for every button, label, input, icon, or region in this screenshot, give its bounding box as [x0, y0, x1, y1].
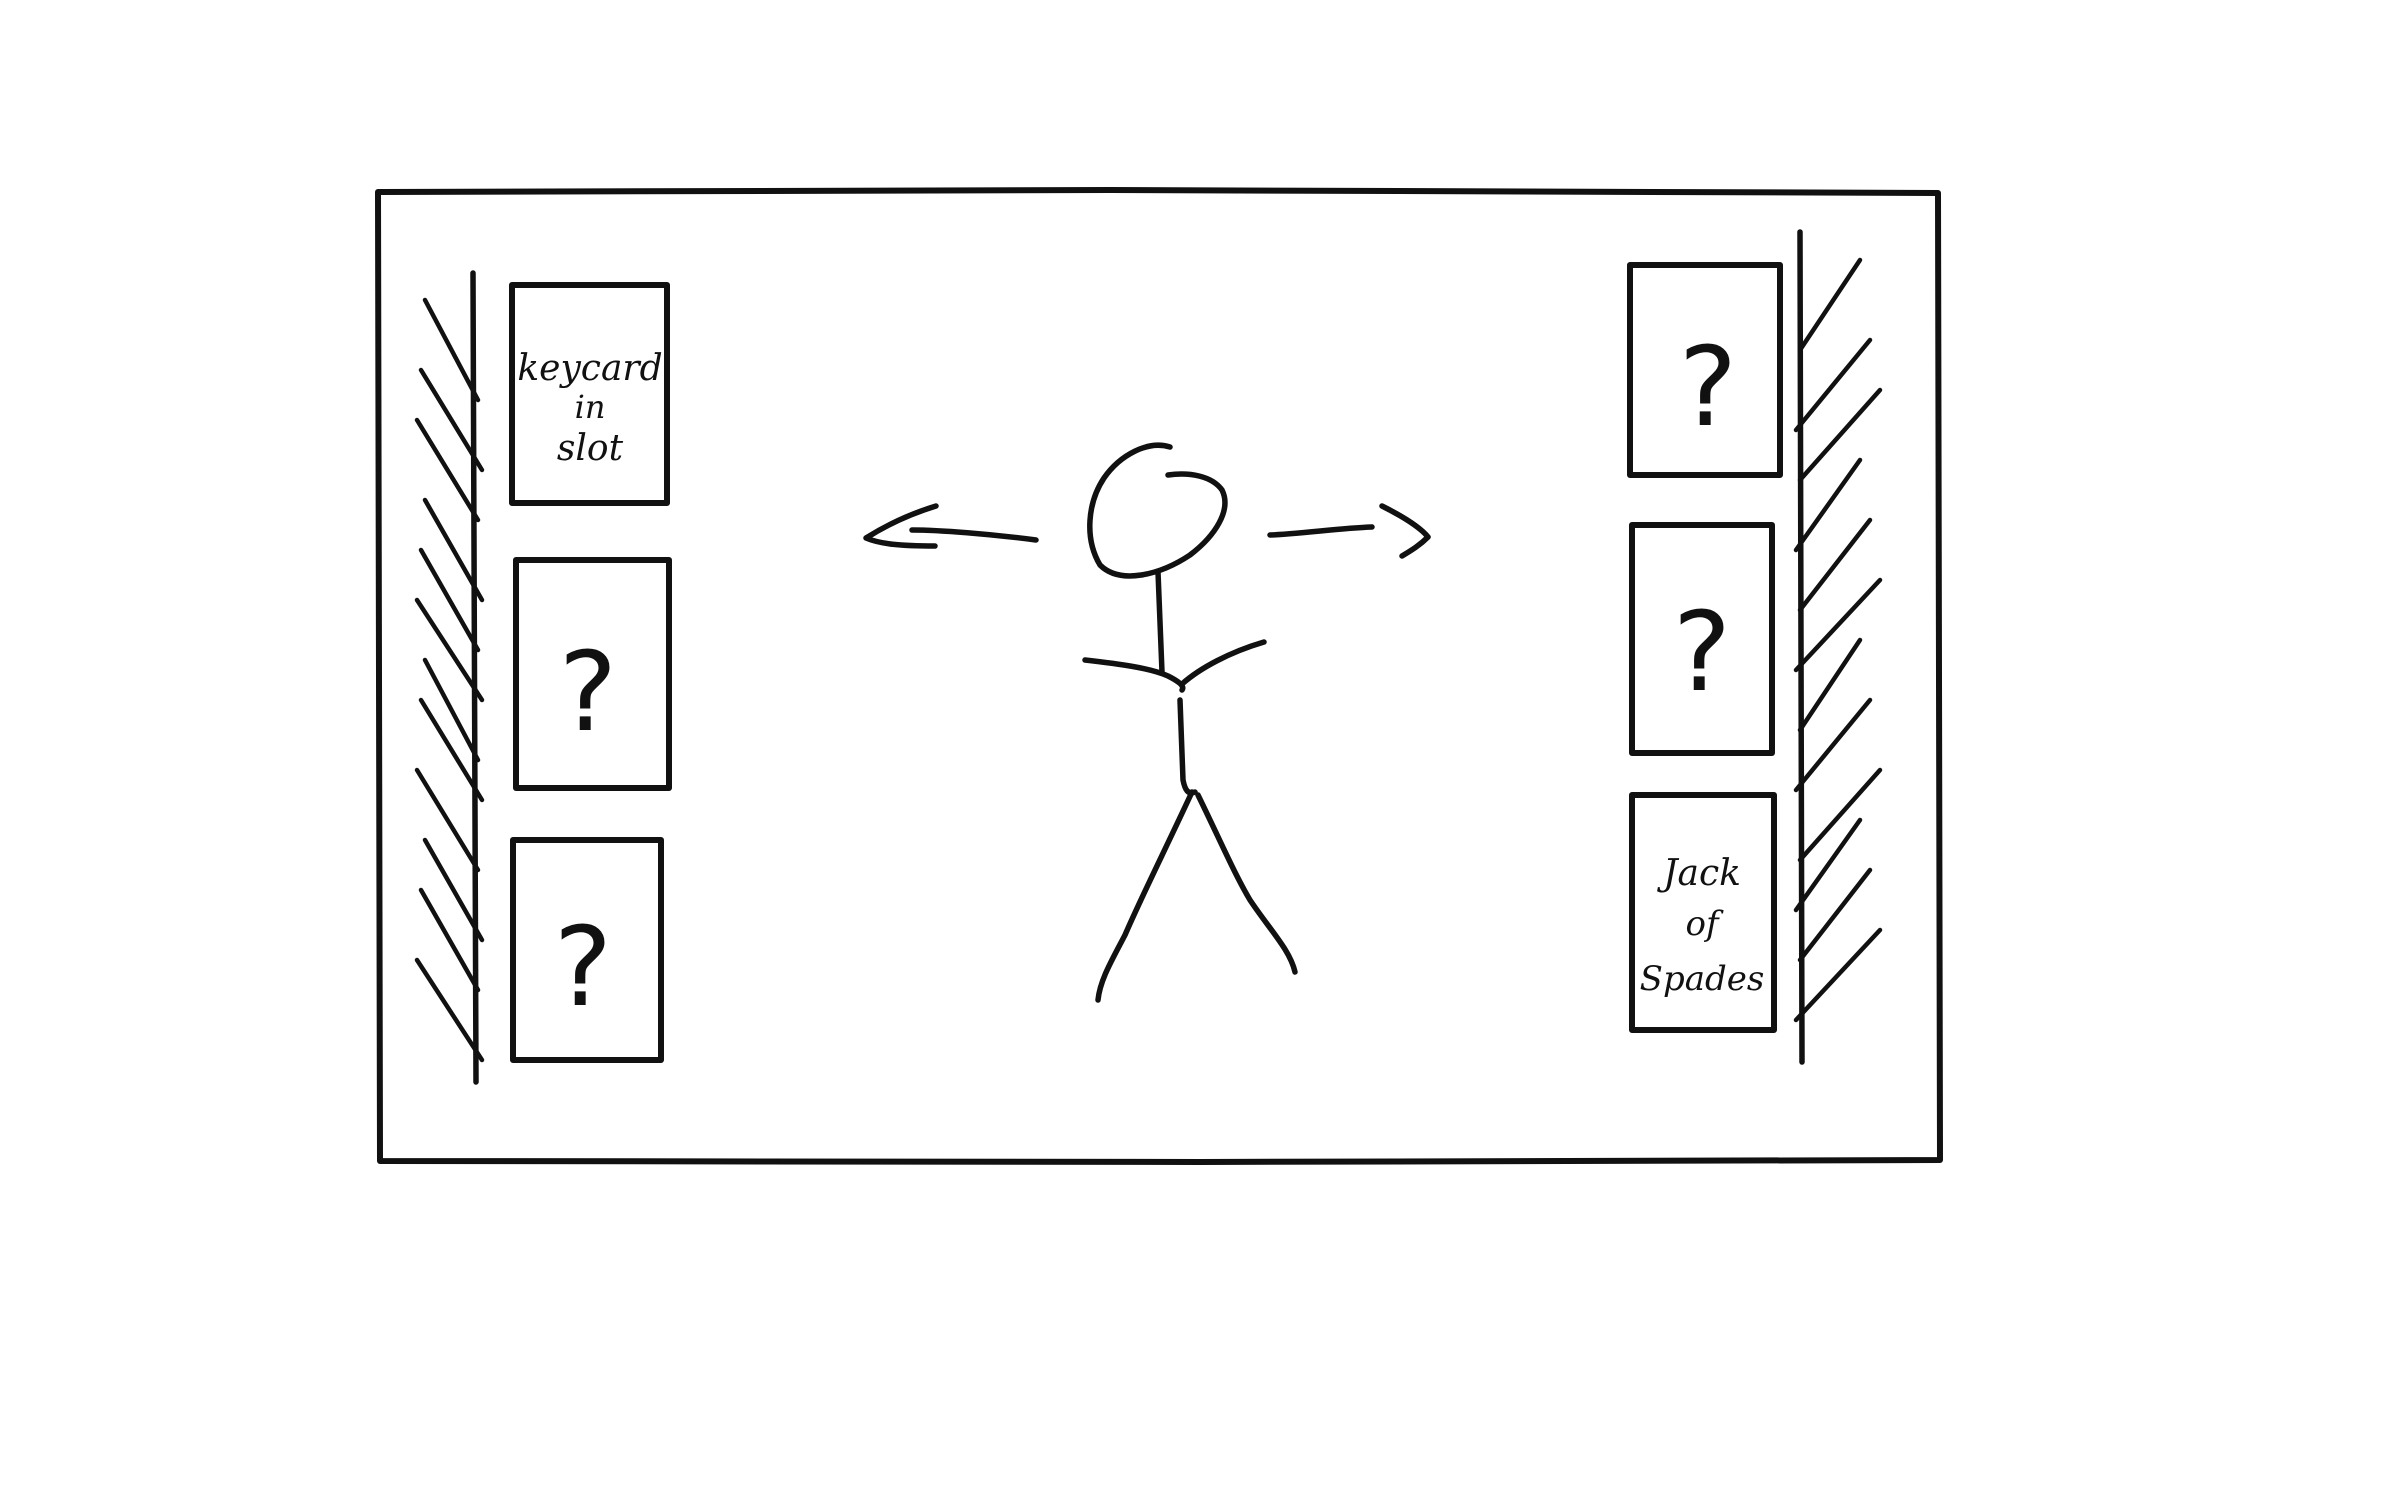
wall-hatch-stroke — [418, 547, 481, 653]
wall-hatch-stroke — [1793, 337, 1873, 433]
question-mark: ? — [559, 628, 617, 756]
left-wall — [414, 270, 485, 1085]
right-card-unknown-2[interactable]: ? — [1629, 522, 1775, 756]
wall-hatch-stroke — [414, 597, 485, 703]
question-mark: ? — [1673, 588, 1731, 716]
card-label-line: keycard — [517, 348, 662, 389]
wall-hatch-stroke — [1797, 387, 1883, 483]
wall-hatch-stroke — [422, 657, 481, 763]
player-legs — [1095, 789, 1298, 1003]
wall-hatch-stroke — [422, 497, 485, 603]
right-wall — [1793, 229, 1883, 1065]
wall-hatch-stroke — [1793, 817, 1863, 913]
move-left-arrow-icon[interactable] — [863, 503, 1039, 549]
wall-hatch-stroke — [414, 417, 481, 523]
left-card-keycard[interactable]: keycard in slot — [509, 282, 670, 506]
wall-hatch-stroke — [422, 297, 481, 403]
wall-hatch-stroke — [1793, 577, 1883, 673]
card-label-line: Jack — [1656, 853, 1741, 894]
left-card-unknown-1[interactable]: ? — [513, 557, 672, 791]
wall-hatch-stroke — [1797, 767, 1883, 863]
game-frame — [375, 187, 1943, 1165]
wall-hatch-stroke — [1797, 517, 1873, 613]
card-label-line: slot — [557, 428, 624, 469]
move-right-arrow-icon[interactable] — [1267, 503, 1431, 559]
player-stick-figure[interactable] — [1082, 442, 1298, 1003]
wall-hatch-stroke — [414, 957, 485, 1063]
wall-hatch-stroke — [1797, 867, 1873, 963]
card-label-line: of — [1685, 904, 1723, 944]
wall-hatch-stroke — [1793, 697, 1873, 793]
question-mark: ? — [554, 903, 612, 1031]
player-head — [1087, 442, 1228, 579]
left-card-unknown-2[interactable]: ? — [510, 837, 664, 1063]
left-card-column: keycard in slot ? ? — [509, 282, 672, 1063]
wall-hatch-stroke — [1797, 637, 1863, 733]
question-mark: ? — [1679, 323, 1737, 451]
card-label-line: Spades — [1640, 959, 1765, 999]
wall-hatch-stroke — [422, 837, 485, 943]
wall-hatch-stroke — [1793, 927, 1883, 1023]
wall-hatch-stroke — [1797, 257, 1863, 353]
right-card-jack-of-spades[interactable]: Jack of Spades — [1629, 792, 1777, 1033]
right-card-unknown-1[interactable]: ? — [1627, 262, 1783, 478]
wall-hatch-stroke — [418, 367, 485, 473]
right-card-column: ? ? Jack of Spades — [1627, 262, 1783, 1033]
wall-hatch-stroke — [418, 697, 485, 803]
player-arms — [1082, 639, 1267, 693]
card-label-line: in — [575, 388, 606, 426]
wall-hatch-stroke — [1793, 457, 1863, 553]
wall-hatch-stroke — [418, 887, 481, 993]
wall-hatch-stroke — [414, 767, 481, 873]
